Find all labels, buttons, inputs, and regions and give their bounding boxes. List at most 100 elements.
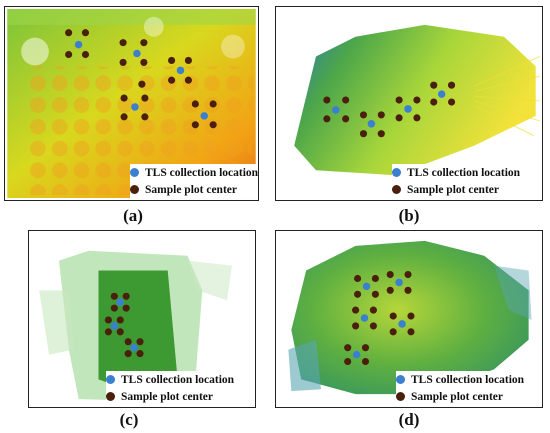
- sample-plot-center-marker: [116, 328, 124, 336]
- sample-plot-center-marker: [361, 357, 370, 366]
- legend-b: TLS collection location Sample plot cent…: [392, 164, 521, 198]
- sample-plot-center-marker: [359, 130, 368, 138]
- tls-collection-marker: [395, 278, 403, 287]
- legend-plot-label: Sample plot center: [121, 390, 213, 403]
- sample-plot-center-marker: [430, 81, 438, 89]
- sample-plot-center-marker: [184, 56, 192, 65]
- sample-plot-center-marker: [120, 113, 128, 121]
- sample-plot-center-marker: [377, 111, 385, 119]
- sample-plot-center-marker: [191, 100, 199, 108]
- sample-plot-center-marker: [65, 29, 73, 37]
- sample-plot-center-marker: [389, 312, 397, 320]
- legend-plot-label: Sample plot center: [145, 183, 237, 196]
- tls-collection-marker: [74, 40, 83, 49]
- tls-location-dot: [130, 168, 139, 177]
- sample-plot-center-marker: [110, 292, 118, 300]
- sample-plot-center-marker: [344, 344, 352, 352]
- sample-plot-center-marker: [359, 111, 368, 119]
- sample-plot-center-marker: [404, 286, 412, 294]
- sample-plot-center-marker: [110, 304, 118, 312]
- legend-c: TLS collection location Sample plot cent…: [106, 371, 235, 405]
- sample-plot-center-marker: [124, 338, 132, 346]
- point-cloud-c: [39, 250, 232, 402]
- tls-collection-marker: [116, 298, 125, 306]
- sample-plot-center-marker: [140, 39, 148, 47]
- plot-center-dot: [396, 392, 405, 401]
- sample-plot-center-marker: [141, 94, 149, 102]
- tls-collection-marker: [404, 105, 412, 113]
- point-cloud-b: [294, 24, 540, 176]
- tls-collection-marker: [133, 49, 141, 58]
- sample-plot-center-marker: [104, 316, 112, 324]
- sample-plot-center-marker: [389, 328, 397, 336]
- sample-plot-center-marker: [377, 130, 385, 138]
- tls-collection-marker: [331, 106, 340, 114]
- sample-plot-center-marker: [116, 316, 124, 324]
- sample-plot-center-marker: [122, 304, 130, 312]
- tls-collection-marker: [352, 350, 361, 359]
- sample-plot-center-marker: [209, 100, 217, 108]
- sample-plot-center-marker: [209, 121, 217, 129]
- legend-tls-label: TLS collection location: [407, 166, 521, 179]
- sample-plot-center-marker: [447, 98, 456, 106]
- tls-collection-marker: [367, 120, 376, 128]
- tls-collection-marker: [360, 314, 369, 322]
- sample-plot-center-marker: [342, 96, 350, 104]
- legend-plot-label: Sample plot center: [407, 183, 499, 196]
- sample-plot-center-marker: [352, 322, 360, 330]
- tls-collection-marker: [130, 343, 138, 352]
- sample-plot-center-marker: [354, 290, 362, 298]
- sample-plot-center-marker: [136, 338, 144, 346]
- tls-location-dot: [392, 168, 401, 177]
- legend-d: TLS collection location Sample plot cent…: [396, 371, 525, 405]
- sample-plot-center-marker: [430, 98, 438, 106]
- sample-plot-center-marker: [168, 76, 176, 84]
- caption-c: (c): [119, 410, 139, 429]
- sample-plot-center-marker: [371, 274, 379, 283]
- sample-plot-center-marker: [447, 81, 456, 89]
- sample-plot-center-marker: [191, 121, 199, 129]
- sample-plot-center-marker: [369, 322, 377, 330]
- tls-collection-marker: [437, 90, 446, 98]
- sample-plot-center-marker: [184, 76, 192, 84]
- sample-plot-center-marker: [138, 80, 146, 88]
- legend-a: TLS collection location Sample plot cent…: [130, 164, 259, 198]
- sample-plot-center-marker: [386, 270, 394, 279]
- tls-collection-marker: [398, 320, 406, 328]
- sample-plot-center-marker: [395, 114, 403, 122]
- legend-tls-label: TLS collection location: [145, 166, 259, 179]
- legend-tls-label: TLS collection location: [121, 373, 235, 386]
- sample-plot-center-marker: [342, 115, 350, 123]
- sample-plot-center-marker: [413, 114, 421, 122]
- sample-plot-center-marker: [122, 292, 130, 300]
- sample-plot-center-marker: [354, 274, 362, 283]
- sample-plot-center-marker: [371, 290, 379, 298]
- tls-collection-marker: [362, 282, 371, 291]
- caption-a: (a): [123, 206, 143, 225]
- sample-plot-center-marker: [369, 306, 377, 314]
- plot-center-dot: [106, 392, 115, 401]
- sample-plot-center-marker: [407, 328, 415, 336]
- sample-plot-center-marker: [124, 350, 132, 358]
- sample-plot-center-marker: [65, 50, 73, 59]
- sample-plot-center-marker: [361, 344, 370, 352]
- caption-b: (b): [398, 206, 420, 225]
- caption-d: (d): [398, 410, 420, 429]
- sample-plot-center-marker: [81, 29, 90, 37]
- sample-plot-center-marker: [386, 286, 394, 294]
- tls-collection-marker: [200, 112, 209, 120]
- legend-plot-label: Sample plot center: [411, 390, 503, 403]
- legend-tls-label: TLS collection location: [411, 373, 525, 386]
- sample-plot-center-marker: [323, 96, 331, 104]
- plot-center-dot: [392, 185, 401, 194]
- sample-plot-center-marker: [120, 94, 128, 102]
- sample-plot-center-marker: [344, 357, 352, 366]
- tls-location-dot: [106, 375, 115, 384]
- sample-plot-center-marker: [168, 56, 176, 65]
- tls-collection-marker: [131, 103, 139, 111]
- sample-plot-center-marker: [323, 115, 331, 123]
- sample-plot-center-marker: [413, 96, 421, 104]
- sample-plot-center-marker: [81, 50, 90, 59]
- sample-plot-center-marker: [119, 58, 127, 66]
- tls-location-dot: [396, 375, 405, 384]
